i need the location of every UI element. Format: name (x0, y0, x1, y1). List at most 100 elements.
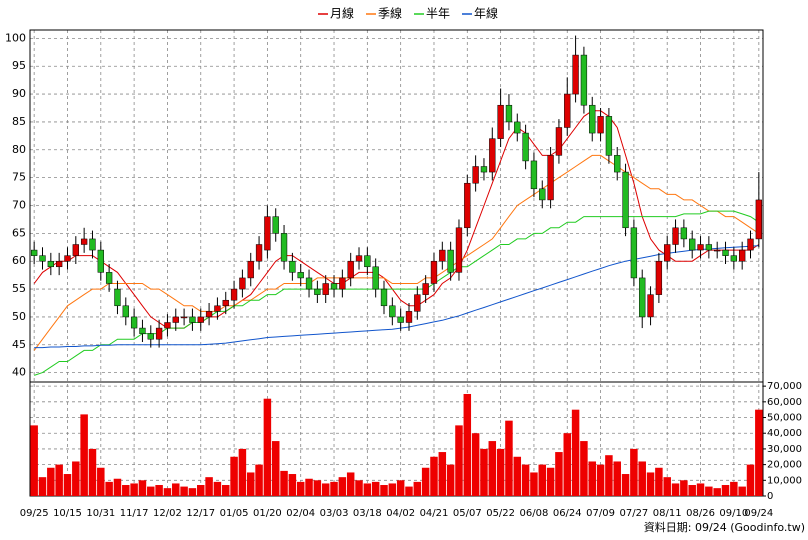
candle-body (639, 277, 646, 318)
candle-body (630, 227, 638, 279)
volume-bar (530, 472, 538, 496)
volume-bar (646, 472, 655, 496)
candle-body (722, 249, 729, 256)
volume-bar (688, 485, 696, 496)
volume-bar (613, 461, 621, 496)
candle-body (689, 238, 696, 251)
volume-bar (271, 441, 280, 496)
volume-bar (355, 480, 363, 496)
volume-bar (122, 485, 130, 496)
candle-body (439, 249, 446, 262)
volume-bar (446, 464, 455, 496)
x-tick-label: 08/11 (653, 508, 682, 519)
volume-bar (630, 448, 638, 496)
candle-body (347, 260, 354, 279)
volume-bar (521, 464, 530, 496)
x-tick-label: 09/10 (719, 508, 748, 519)
volume-bar (663, 477, 671, 496)
volume-bar (430, 456, 438, 496)
volume-bar (555, 452, 563, 496)
volume-bar (605, 455, 613, 496)
candle-body (80, 238, 88, 245)
candle-body (164, 322, 171, 329)
candle-body (514, 121, 521, 134)
legend-label: 季線 (378, 6, 402, 21)
candle-body (280, 233, 288, 262)
x-tick-label: 07/09 (586, 508, 615, 519)
y-tick-label: 75 (12, 171, 26, 184)
volume-bar (738, 486, 746, 496)
volume-bar (80, 414, 88, 496)
candle-body (564, 93, 571, 128)
x-tick-label: 11/17 (120, 508, 149, 519)
candle-body (714, 249, 721, 252)
x-tick-label: 09/24 (744, 508, 773, 519)
volume-bar (163, 488, 172, 496)
candle-body (89, 238, 96, 251)
candle-body (330, 283, 338, 290)
y-tick-label: 50 (12, 310, 26, 323)
volume-bar (580, 441, 588, 496)
candle-body (114, 288, 121, 307)
candle-body (530, 160, 538, 190)
x-tick-label: 04/21 (420, 508, 449, 519)
candle-body (664, 244, 671, 262)
volume-bar (671, 483, 680, 496)
x-tick-label: 06/08 (520, 508, 549, 519)
volume-bar (313, 480, 322, 496)
volume-bar (655, 467, 663, 496)
volume-bar (130, 483, 138, 496)
volume-bar (596, 464, 605, 496)
x-tick-label: 12/17 (186, 508, 215, 519)
candle-body (555, 127, 563, 156)
volume-bar (188, 488, 197, 496)
volume-bar (621, 474, 630, 496)
candle-body (255, 244, 263, 262)
candle-body (30, 249, 38, 256)
volume-bar (155, 485, 163, 496)
candle-body (372, 266, 379, 290)
volume-bar (538, 464, 547, 496)
y-tick-label: 85 (12, 115, 26, 128)
candle-body (389, 305, 396, 318)
y2-tick-label: 30,000 (767, 444, 802, 455)
volume-bar (546, 467, 555, 496)
candle-body (172, 316, 179, 323)
candle-body (605, 116, 613, 156)
volume-bar (396, 480, 405, 496)
candle-body (655, 260, 663, 295)
volume-bar (346, 472, 355, 496)
y2-tick-label: 0 (767, 491, 773, 502)
y2-tick-label: 50,000 (767, 413, 802, 424)
volume-bar (321, 483, 330, 496)
volume-bar (696, 483, 705, 496)
volume-bar (105, 481, 113, 496)
candle-body (739, 249, 746, 262)
volume-bar (213, 481, 222, 496)
y2-tick-label: 70,000 (767, 381, 802, 392)
volume-bar (496, 448, 505, 496)
candle-body (364, 255, 371, 268)
y-tick-label: 55 (12, 282, 26, 295)
candle-body (697, 244, 704, 251)
candle-body (589, 104, 596, 134)
x-tick-label: 03/03 (320, 508, 349, 519)
volume-bar (180, 486, 188, 496)
volume-bar (471, 433, 480, 496)
x-tick-label: 01/20 (253, 508, 282, 519)
x-tick-label: 05/22 (486, 508, 515, 519)
volume-bar (680, 480, 688, 496)
candle-body (247, 260, 254, 279)
candle-body (539, 188, 546, 201)
candle-body (239, 277, 246, 290)
volume-bar (305, 478, 313, 496)
volume-bar (638, 461, 646, 496)
candle-body (180, 316, 188, 319)
volume-bar (330, 481, 338, 496)
y-tick-label: 45 (12, 338, 26, 351)
volume-bar (705, 486, 713, 496)
candle-body (464, 182, 471, 229)
volume-bar (97, 467, 105, 496)
candle-body (447, 249, 454, 273)
volume-bar (388, 483, 397, 496)
